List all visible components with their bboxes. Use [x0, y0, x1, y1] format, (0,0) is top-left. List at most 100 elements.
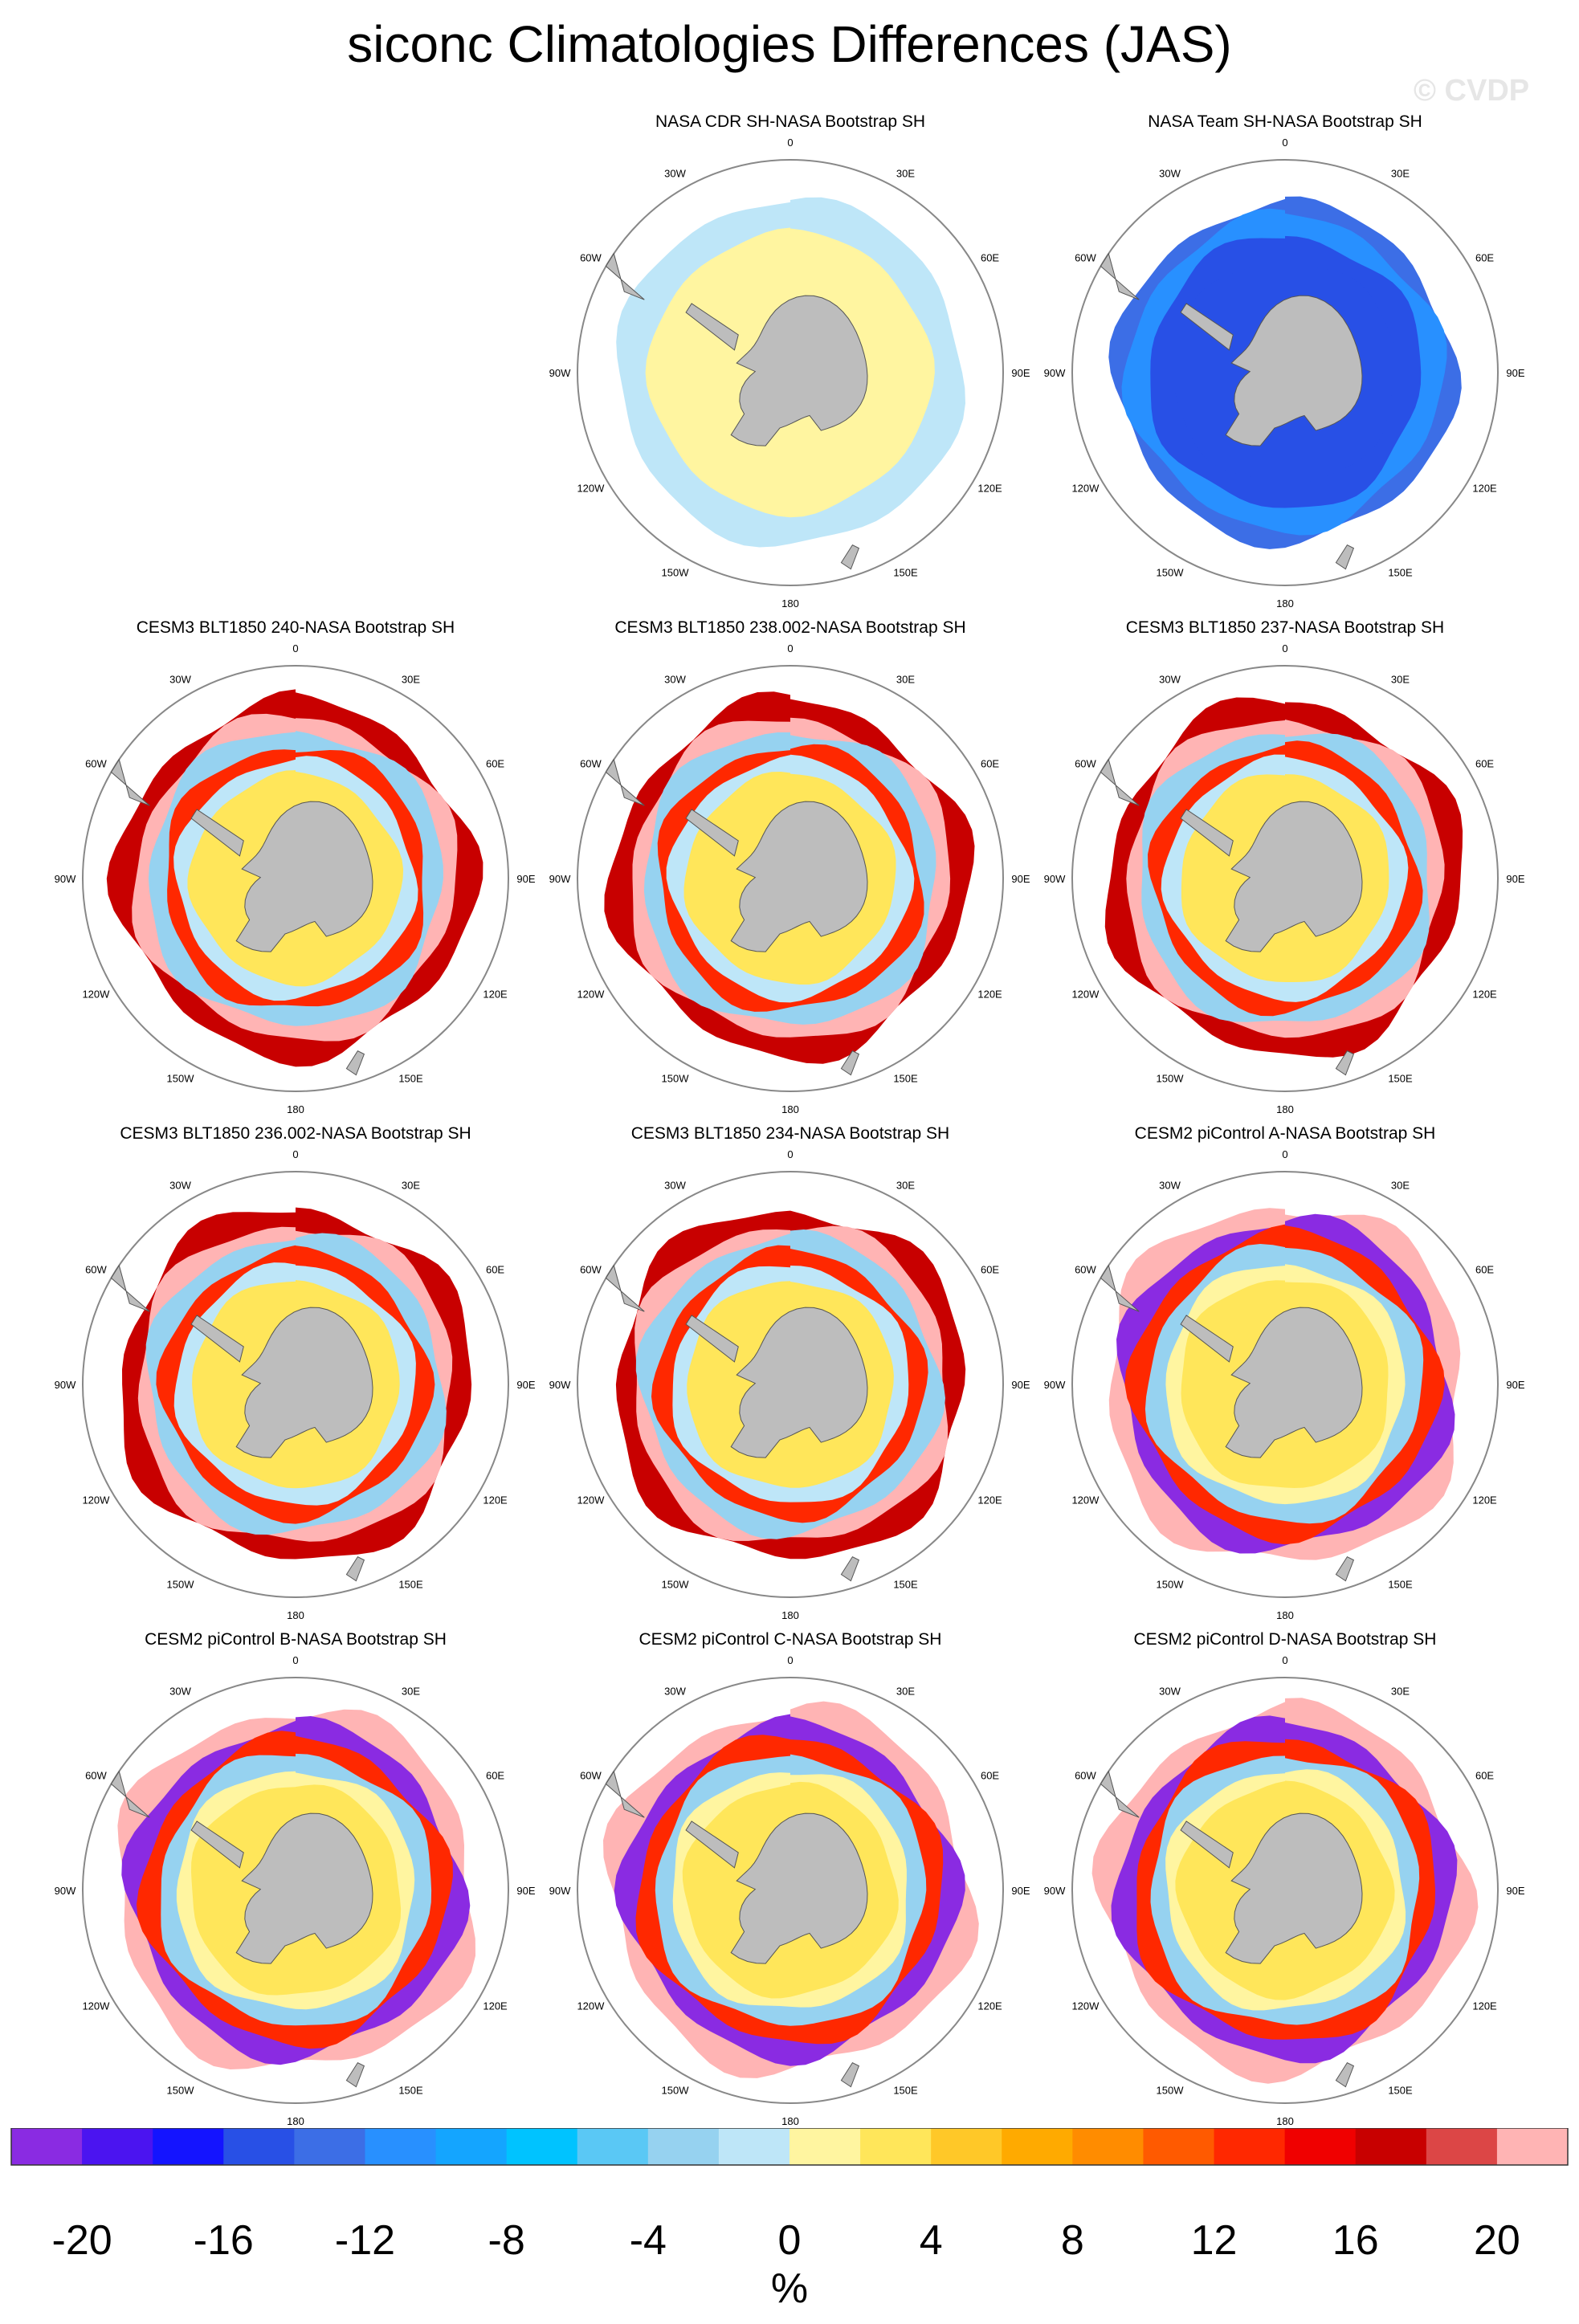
- south-america-landmass: [1100, 758, 1140, 806]
- longitude-label: 30E: [1391, 1685, 1410, 1697]
- longitude-label: 120E: [977, 483, 1002, 495]
- antarctica-landmass: [190, 1307, 373, 1458]
- longitude-label: 90W: [549, 1379, 571, 1391]
- longitude-label: 0: [1282, 137, 1287, 149]
- longitude-label: 120W: [1071, 989, 1100, 1001]
- longitude-label: 90W: [1044, 1885, 1066, 1897]
- longitude-label: 180: [1276, 2115, 1294, 2127]
- longitude-label: 60E: [981, 1264, 999, 1276]
- longitude-label: 30E: [402, 1179, 420, 1191]
- polar-map: 0 30E 60E 90E 120E 150E 180 150W 120W 90W 60W 30W: [549, 1654, 1030, 2127]
- colorbar-swatch: [1002, 2128, 1073, 2165]
- panel-title: CESM3 BLT1850 236.002-NASA Bootstrap SH: [120, 1124, 471, 1143]
- longitude-label: 30E: [896, 167, 915, 179]
- longitude-label: 150W: [1157, 2085, 1185, 2097]
- polar-map: 0 30E 60E 90E 120E 150E 180 150W 120W 90W 60W 30W: [549, 137, 1030, 610]
- south-america-landmass: [605, 252, 645, 300]
- antarctica-landmass: [1180, 1812, 1363, 1964]
- map-panel: CESM2 piControl D-NASA Bootstrap SH 0 30E 6…: [1038, 1630, 1532, 2127]
- longitude-label: 90E: [1011, 873, 1030, 885]
- colorbar-swatch: [365, 2128, 437, 2165]
- longitude-label: 90W: [549, 873, 571, 885]
- longitude-label: 90W: [1044, 873, 1066, 885]
- longitude-label: 60W: [85, 1770, 107, 1782]
- longitude-label: 90E: [1506, 1379, 1524, 1391]
- longitude-label: 120E: [1472, 2000, 1497, 2012]
- longitude-label: 60E: [1475, 1264, 1494, 1276]
- longitude-label: 180: [287, 2115, 304, 2127]
- south-america-landmass: [605, 1264, 645, 1312]
- longitude-label: 90E: [1011, 1885, 1030, 1897]
- map-panel: CESM3 BLT1850 234-NASA Bootstrap SH 0 30E 6…: [543, 1124, 1038, 1621]
- colorbar-frame: [10, 2128, 1569, 2166]
- longitude-label: 60E: [486, 1264, 504, 1276]
- longitude-label: 30W: [664, 167, 686, 179]
- antarctica-landmass: [190, 801, 373, 952]
- longitude-label: 60E: [486, 758, 504, 770]
- colorbar-units: %: [770, 2265, 809, 2312]
- longitude-label: 60W: [1075, 758, 1096, 770]
- south-america-landmass: [110, 1770, 150, 1818]
- colorbar-tick-label: 0: [777, 2217, 802, 2264]
- longitude-label: 60E: [486, 1770, 504, 1782]
- longitude-label: 30W: [664, 1685, 686, 1697]
- colorbar-tick-label: 12: [1190, 2217, 1238, 2264]
- antarctica-landmass: [1180, 295, 1363, 446]
- colorbar-swatch: [577, 2128, 649, 2165]
- longitude-label: 30W: [1159, 1179, 1181, 1191]
- longitude-label: 30E: [1391, 1179, 1410, 1191]
- longitude-label: 0: [787, 642, 793, 654]
- map-panel: CESM2 piControl C-NASA Bootstrap SH 0 30E 6…: [543, 1630, 1038, 2127]
- colorbar-swatch: [223, 2128, 295, 2165]
- longitude-label: 0: [787, 137, 793, 149]
- longitude-label: 60W: [580, 1770, 602, 1782]
- polar-map: 0 30E 60E 90E 120E 150E 180 150W 120W 90W 60W 30W: [1044, 1148, 1525, 1621]
- longitude-label: 30W: [169, 1685, 191, 1697]
- antarctica-landmass: [685, 1307, 868, 1458]
- longitude-label: 30E: [1391, 167, 1410, 179]
- longitude-label: 180: [287, 1609, 304, 1621]
- longitude-label: 90E: [1011, 1379, 1030, 1391]
- longitude-label: 120W: [1071, 483, 1100, 495]
- longitude-label: 90E: [516, 1885, 535, 1897]
- antarctica-landmass: [1180, 801, 1363, 952]
- longitude-label: 150E: [398, 1073, 423, 1085]
- colorbar-swatch: [718, 2128, 790, 2165]
- longitude-label: 150E: [893, 1073, 918, 1085]
- longitude-label: 90E: [1506, 873, 1524, 885]
- panel-title: NASA CDR SH-NASA Bootstrap SH: [655, 112, 926, 131]
- colorbar-tick-label: 20: [1473, 2217, 1520, 2264]
- south-america-landmass: [110, 1264, 150, 1312]
- longitude-label: 120E: [977, 2000, 1002, 2012]
- longitude-label: 180: [781, 2115, 799, 2127]
- longitude-label: 150W: [167, 1579, 195, 1591]
- longitude-label: 150W: [167, 1073, 195, 1085]
- longitude-label: 30W: [664, 1179, 686, 1191]
- south-america-landmass: [110, 758, 150, 806]
- polar-map: 0 30E 60E 90E 120E 150E 180 150W 120W 90W 60W 30W: [55, 1148, 536, 1621]
- longitude-label: 60W: [580, 252, 602, 264]
- longitude-label: 150E: [398, 1579, 423, 1591]
- longitude-label: 180: [1276, 597, 1294, 610]
- longitude-label: 30E: [402, 1685, 420, 1697]
- longitude-label: 120E: [977, 989, 1002, 1001]
- longitude-label: 90W: [55, 873, 76, 885]
- longitude-label: 120W: [577, 989, 605, 1001]
- longitude-label: 60W: [85, 1264, 107, 1276]
- longitude-label: 90E: [1011, 367, 1030, 379]
- longitude-label: 60W: [580, 1264, 602, 1276]
- longitude-label: 120W: [1071, 1494, 1100, 1507]
- colorbar-swatch: [153, 2128, 224, 2165]
- new-zealand-landmass: [345, 1556, 365, 1582]
- longitude-label: 90E: [516, 1379, 535, 1391]
- panel-title: CESM3 BLT1850 240-NASA Bootstrap SH: [136, 618, 455, 637]
- south-america-landmass: [605, 1770, 645, 1818]
- longitude-label: 180: [287, 1103, 304, 1115]
- longitude-label: 0: [292, 1654, 298, 1666]
- longitude-label: 120E: [483, 1494, 508, 1507]
- longitude-label: 150E: [1388, 2085, 1413, 2097]
- longitude-label: 150W: [1157, 1073, 1185, 1085]
- antarctica-landmass: [1180, 1307, 1363, 1458]
- colorbar-tick-label: 8: [1060, 2217, 1084, 2264]
- longitude-label: 120W: [577, 483, 605, 495]
